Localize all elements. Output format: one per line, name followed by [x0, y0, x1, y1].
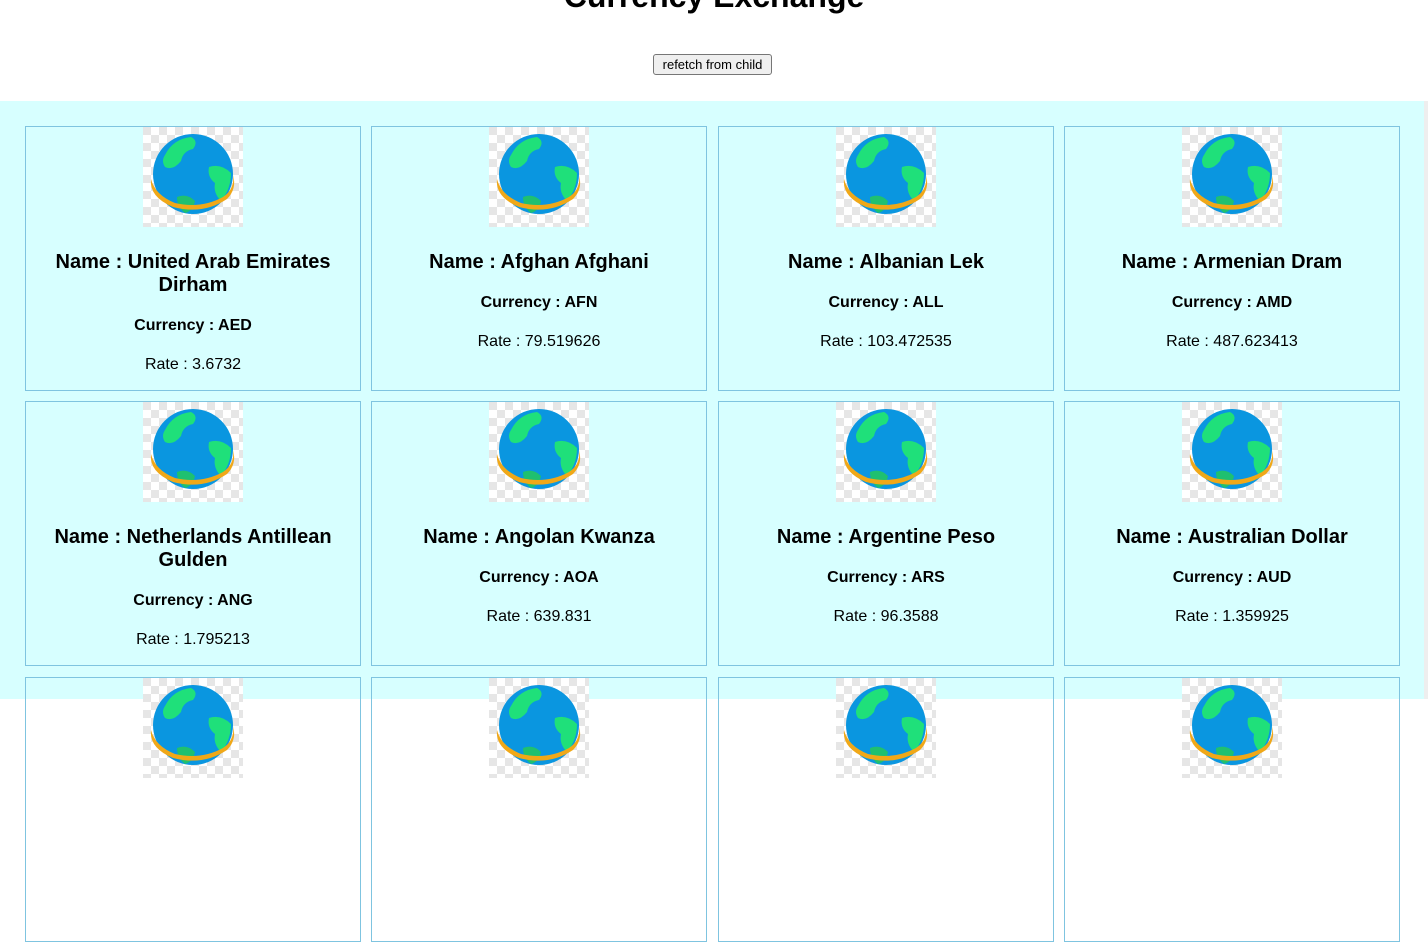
globe-icon — [489, 678, 589, 778]
page-header: Currency Exchange refetch from child — [0, 0, 1428, 101]
globe-icon — [1182, 678, 1282, 778]
globe-icon — [836, 678, 936, 778]
currency-rate: Rate : 1.795213 — [136, 631, 250, 648]
currency-card: Name : United Arab Emirates Dirham Curre… — [25, 126, 361, 391]
currency-name: Name : Argentine Peso — [776, 526, 996, 548]
currency-code: Currency : ALL — [828, 294, 944, 311]
currency-code: Currency : AOA — [479, 569, 599, 586]
currency-grid: Name : United Arab Emirates Dirham Curre… — [0, 101, 1424, 942]
currency-card: Name : Angolan Kwanza Currency : AOA Rat… — [371, 401, 707, 666]
currency-card — [371, 677, 707, 942]
refetch-button[interactable]: refetch from child — [653, 54, 772, 75]
currency-code: Currency : ANG — [133, 592, 253, 609]
currency-code: Currency : AMD — [1171, 294, 1293, 311]
currency-card — [1064, 677, 1400, 942]
currency-name: Name : Armenian Dram — [1121, 251, 1343, 273]
currency-name: Name : Australian Dollar — [1116, 526, 1348, 548]
currency-rate: Rate : 103.472535 — [820, 333, 952, 350]
currency-rate: Rate : 487.623413 — [1166, 333, 1298, 350]
currency-name: Name : Angolan Kwanza — [423, 526, 655, 548]
currency-card — [25, 677, 361, 942]
currency-code: Currency : AUD — [1172, 569, 1292, 586]
currency-rate: Rate : 79.519626 — [477, 333, 601, 350]
currency-card — [718, 677, 1054, 942]
currency-name: Name : Albanian Lek — [788, 251, 984, 273]
currency-card: Name : Netherlands Antillean Gulden Curr… — [25, 401, 361, 666]
currency-rate: Rate : 3.6732 — [144, 356, 242, 373]
page-title: Currency Exchange — [0, 0, 1428, 16]
globe-icon — [143, 127, 243, 227]
globe-icon — [489, 402, 589, 502]
currency-card: Name : Australian Dollar Currency : AUD … — [1064, 401, 1400, 666]
scrollbar-track[interactable] — [1424, 101, 1428, 699]
globe-icon — [143, 678, 243, 778]
currency-code: Currency : AFN — [480, 294, 598, 311]
currency-name: Name : United Arab Emirates Dirham — [55, 251, 331, 296]
currency-code: Currency : AED — [134, 317, 252, 334]
currency-code: Currency : ARS — [827, 569, 945, 586]
globe-icon — [836, 402, 936, 502]
globe-icon — [836, 127, 936, 227]
globe-icon — [1182, 402, 1282, 502]
currency-card: Name : Argentine Peso Currency : ARS Rat… — [718, 401, 1054, 666]
currency-rate: Rate : 96.3588 — [833, 608, 939, 625]
currency-name: Name : Netherlands Antillean Gulden — [54, 526, 332, 571]
currency-name: Name : Afghan Afghani — [429, 251, 649, 273]
currency-rate: Rate : 639.831 — [486, 608, 592, 625]
currency-card: Name : Armenian Dram Currency : AMD Rate… — [1064, 126, 1400, 391]
currency-card: Name : Afghan Afghani Currency : AFN Rat… — [371, 126, 707, 391]
globe-icon — [143, 402, 243, 502]
globe-icon — [1182, 127, 1282, 227]
globe-icon — [489, 127, 589, 227]
currency-rate: Rate : 1.359925 — [1175, 608, 1289, 625]
currency-card: Name : Albanian Lek Currency : ALL Rate … — [718, 126, 1054, 391]
